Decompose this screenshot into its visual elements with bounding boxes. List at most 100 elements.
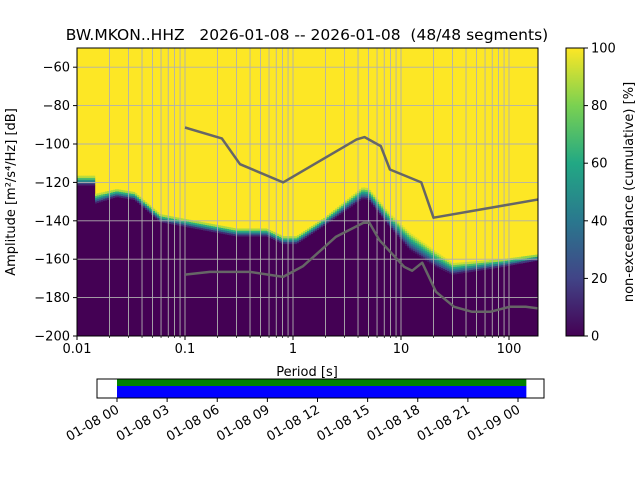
heatmap-column — [183, 218, 186, 336]
heatmap-cell — [493, 259, 496, 263]
heatmap-column — [473, 261, 476, 336]
heatmap-cell — [407, 230, 410, 234]
heatmap-cell — [331, 220, 334, 336]
heatmap-cell — [425, 244, 428, 247]
heatmap-cell — [93, 185, 96, 336]
heatmap-cell — [97, 202, 100, 336]
heatmap-column — [485, 260, 488, 336]
heatmap-cell — [93, 177, 96, 180]
heatmap-cell — [527, 262, 530, 336]
ppsd-heatmap — [77, 48, 538, 336]
heatmap-cell — [297, 237, 300, 240]
heatmap-cell — [139, 198, 142, 201]
heatmap-cell — [365, 195, 368, 198]
y-tick-label: −180 — [34, 291, 70, 306]
heatmap-cell — [359, 192, 362, 196]
heatmap-cell — [251, 232, 254, 235]
heatmap-cell — [419, 241, 422, 244]
heatmap-cell — [267, 231, 270, 234]
heatmap-cell — [453, 272, 456, 275]
x-tick-label: 0.1 — [175, 342, 196, 357]
heatmap-cell — [467, 265, 470, 269]
heatmap-cell — [89, 179, 92, 182]
heatmap-cell — [223, 228, 226, 231]
heatmap-cell — [467, 270, 470, 273]
heatmap-cell — [347, 204, 350, 208]
heatmap-cell — [407, 238, 410, 241]
heatmap-cell — [273, 235, 276, 238]
heatmap-cell — [165, 220, 168, 224]
heatmap-cell — [489, 266, 492, 270]
heatmap-cell — [427, 245, 430, 249]
heatmap-cell — [399, 234, 402, 238]
heatmap-cell — [209, 227, 212, 230]
heatmap-cell — [265, 230, 268, 233]
heatmap-cell — [329, 213, 332, 216]
heatmap-cell — [269, 235, 272, 239]
heatmap-cell — [319, 222, 322, 225]
heatmap-column — [305, 229, 308, 336]
heatmap-cell — [501, 261, 504, 264]
heatmap-cell — [401, 240, 404, 336]
heatmap-cell — [419, 250, 422, 254]
heatmap-cell — [135, 201, 138, 336]
heatmap-cell — [175, 217, 178, 220]
heatmap-cell — [331, 215, 334, 219]
heatmap-cell — [81, 185, 84, 336]
heatmap-cell — [409, 232, 412, 235]
heatmap-cell — [123, 190, 126, 193]
heatmap-cell — [307, 236, 310, 336]
heatmap-cell — [469, 263, 472, 267]
heatmap-cell — [365, 189, 368, 192]
heatmap-cell — [469, 267, 472, 271]
heatmap-cell — [377, 211, 380, 336]
heatmap-cell — [143, 204, 146, 207]
heatmap-cell — [447, 259, 450, 263]
heatmap-cell — [271, 238, 274, 336]
heatmap-column — [517, 257, 520, 336]
heatmap-cell — [241, 230, 244, 233]
heatmap-cell — [79, 179, 82, 182]
heatmap-cell — [355, 196, 358, 199]
heatmap-cell — [467, 268, 470, 271]
heatmap-cell — [535, 254, 538, 257]
heatmap-cell — [139, 204, 142, 336]
heatmap-cell — [335, 212, 338, 215]
heatmap-cell — [477, 268, 480, 271]
heatmap-cell — [79, 183, 82, 186]
heatmap-cell — [437, 254, 440, 258]
heatmap-cell — [253, 236, 256, 336]
heatmap-cell — [375, 203, 378, 206]
heatmap-cell — [219, 227, 222, 230]
heatmap-cell — [229, 231, 232, 234]
heatmap-cell — [453, 270, 456, 273]
heatmap-cell — [299, 237, 302, 240]
heatmap-cell — [515, 262, 518, 265]
heatmap-cell — [337, 210, 340, 213]
heatmap-cell — [413, 241, 416, 244]
heatmap-cell — [405, 238, 408, 241]
heatmap-cell — [443, 257, 446, 260]
heatmap-cell — [441, 261, 444, 265]
heatmap-cell — [481, 262, 484, 265]
heatmap-cell — [505, 264, 508, 267]
heatmap-column — [471, 261, 474, 336]
heatmap-cell — [83, 183, 86, 186]
heatmap-cell — [429, 247, 432, 250]
heatmap-cell — [111, 198, 114, 336]
heatmap-cell — [327, 214, 330, 218]
heatmap-cell — [443, 264, 446, 268]
heatmap-column — [403, 227, 406, 336]
heatmap-column — [299, 233, 302, 336]
heatmap-cell — [533, 258, 536, 262]
heatmap-cell — [371, 202, 374, 205]
heatmap-cell — [379, 209, 382, 212]
heatmap-cell — [427, 247, 430, 251]
heatmap-cell — [461, 264, 464, 267]
heatmap-cell — [341, 209, 344, 212]
heatmap-cell — [399, 238, 402, 336]
heatmap-cell — [401, 227, 404, 230]
timeline-frame — [96, 378, 545, 399]
heatmap-cell — [209, 225, 212, 228]
heatmap-cell — [225, 226, 228, 229]
